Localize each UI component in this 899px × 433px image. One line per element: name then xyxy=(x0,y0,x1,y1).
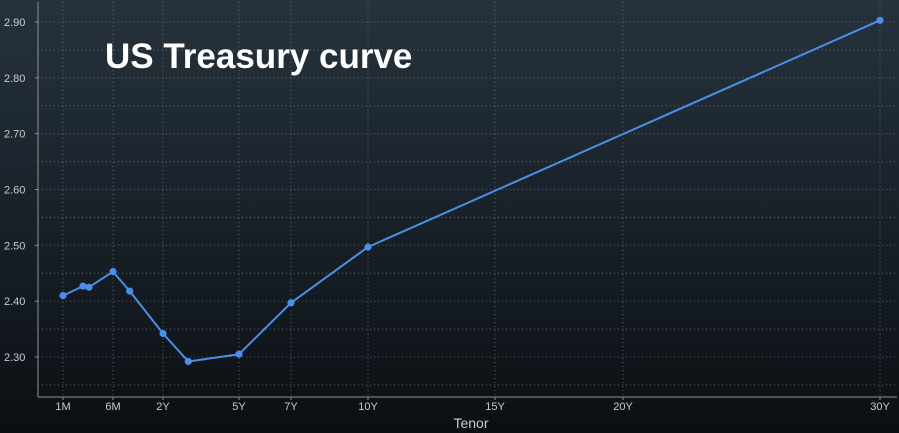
x-tick-label: 1M xyxy=(55,401,70,413)
x-tick-label: 2Y xyxy=(156,401,170,413)
y-tick-label: 2.80 xyxy=(4,73,25,85)
series-group xyxy=(59,16,884,366)
data-point xyxy=(126,287,134,295)
y-tick-label: 2.30 xyxy=(4,352,25,364)
data-point xyxy=(159,329,167,338)
y-tick-label: 2.70 xyxy=(4,129,25,141)
x-tick-labels: 1M 6M 2Y 5Y 7Y 10Y 15Y 20Y 30Y xyxy=(55,397,890,413)
data-point xyxy=(79,282,87,290)
x-tick-label: 5Y xyxy=(232,401,246,413)
x-tick-label: 7Y xyxy=(284,401,298,413)
data-point xyxy=(364,243,372,251)
y-tick-label: 2.50 xyxy=(4,240,25,252)
x-axis-label: Tenor xyxy=(453,415,488,431)
y-tick-label: 2.60 xyxy=(4,185,25,197)
data-point xyxy=(109,268,117,276)
data-point xyxy=(85,283,93,291)
data-point xyxy=(876,16,884,24)
x-tick-label: 10Y xyxy=(358,401,378,413)
chart-title: US Treasury curve xyxy=(105,37,412,76)
y-tick-label: 2.40 xyxy=(4,296,25,308)
data-point xyxy=(287,299,295,307)
data-point xyxy=(59,292,67,300)
x-tick-label: 15Y xyxy=(485,401,505,413)
data-point xyxy=(235,350,243,358)
x-tick-label: 6M xyxy=(105,401,120,413)
x-tick-label: 30Y xyxy=(870,401,890,413)
y-tick-labels: 2.30 2.40 2.50 2.60 2.70 2.80 2.90 xyxy=(4,17,38,364)
x-tick-label: 20Y xyxy=(613,401,633,413)
data-point xyxy=(184,357,192,366)
y-tick-label: 2.90 xyxy=(4,17,25,29)
